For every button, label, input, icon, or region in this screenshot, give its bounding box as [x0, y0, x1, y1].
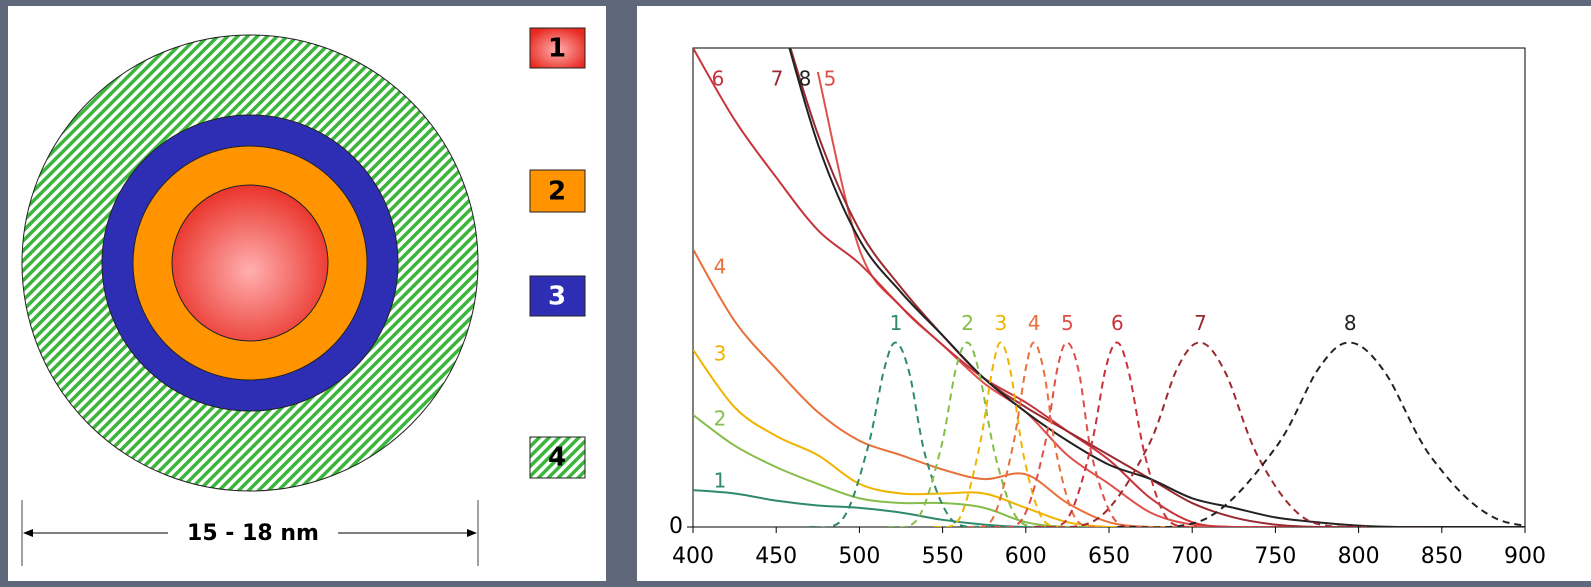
series-label: 5 — [824, 67, 837, 91]
series-label: 4 — [714, 255, 727, 279]
series-label: 5 — [1061, 311, 1074, 335]
x-tick-label: 550 — [922, 544, 964, 569]
series-label: 7 — [771, 67, 784, 91]
x-tick-label: 400 — [672, 544, 714, 569]
x-tick-label: 900 — [1504, 544, 1546, 569]
series-label: 3 — [994, 311, 1007, 335]
x-tick-label: 800 — [1338, 544, 1380, 569]
emission-line — [994, 343, 1140, 528]
absorption-line — [818, 72, 1525, 527]
page: {"diagram": {"legend": ["1", "2", "3", "… — [0, 0, 1591, 587]
series-label: 2 — [714, 407, 727, 431]
series-label: 8 — [1344, 311, 1357, 335]
x-tick-label: 650 — [1088, 544, 1130, 569]
emission-line — [968, 343, 1101, 528]
series-label: 4 — [1028, 311, 1041, 335]
series-label: 7 — [1194, 311, 1207, 335]
x-tick-label: 700 — [1171, 544, 1213, 569]
series-label: 8 — [799, 67, 812, 91]
absorption-line — [776, 0, 1525, 527]
x-tick-label: 450 — [755, 544, 797, 569]
x-tick-label: 750 — [1254, 544, 1296, 569]
x-tick-label: 850 — [1421, 544, 1463, 569]
absorption-line — [776, 0, 1525, 527]
absorption-line — [693, 249, 1525, 527]
chart: 4004505005506006507007508008509000123456… — [0, 0, 1591, 587]
absorption-line — [693, 350, 1525, 528]
x-tick-label: 500 — [838, 544, 880, 569]
emission-line — [809, 343, 982, 528]
series-label: 3 — [714, 342, 727, 366]
series-label: 2 — [961, 311, 974, 335]
series-label: 1 — [714, 469, 727, 493]
series-label: 1 — [890, 311, 903, 335]
x-tick-label: 600 — [1005, 544, 1047, 569]
series-label: 6 — [712, 67, 725, 91]
y-tick-label: 0 — [669, 514, 683, 539]
series-label: 6 — [1111, 311, 1124, 335]
